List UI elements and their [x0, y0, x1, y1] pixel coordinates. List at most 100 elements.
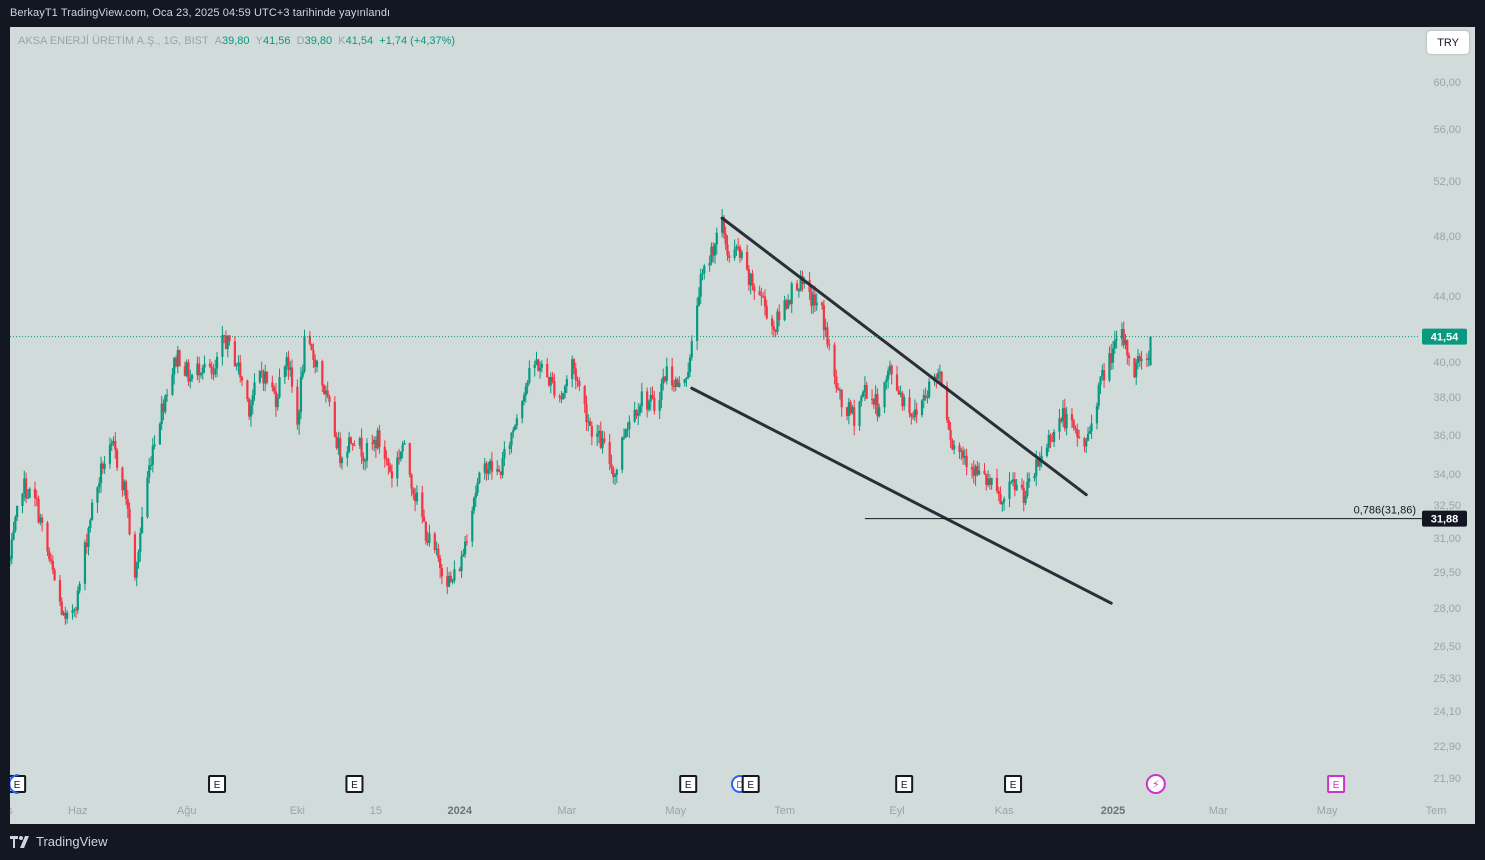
candle-body — [715, 232, 718, 245]
candle-body — [912, 416, 915, 418]
fib-price-tag[interactable]: 31,88 — [1422, 510, 1467, 527]
legend-open-value: 39,80 — [222, 35, 250, 47]
candle — [997, 486, 1000, 502]
candle — [697, 287, 701, 307]
candle — [399, 451, 402, 462]
candle — [713, 243, 717, 264]
candle-body — [221, 335, 224, 357]
candle — [1076, 423, 1079, 447]
candle-body — [278, 377, 281, 398]
tradingview-brand: TradingView — [36, 834, 108, 849]
candle-body — [760, 295, 763, 297]
upcoming-event-icon[interactable] — [1145, 774, 1166, 794]
candle-body — [910, 413, 913, 417]
earnings-icon[interactable] — [1004, 775, 1023, 793]
candle — [672, 379, 676, 393]
candle — [749, 272, 752, 295]
candle — [760, 287, 763, 306]
candle-body — [437, 548, 440, 559]
candle — [403, 439, 406, 445]
earnings-icon[interactable] — [741, 775, 760, 793]
candle — [976, 460, 979, 477]
candle-body — [1001, 501, 1004, 505]
earnings-icon[interactable] — [208, 775, 227, 793]
candle-body — [1040, 455, 1043, 462]
earnings-icon[interactable] — [679, 775, 698, 793]
candle — [114, 432, 117, 459]
candle-body — [249, 405, 253, 417]
candle-body — [135, 562, 138, 578]
earnings-icon[interactable] — [895, 775, 914, 793]
candle — [735, 244, 738, 256]
candle-body — [397, 457, 401, 460]
candle-body — [799, 275, 802, 291]
candle — [546, 358, 549, 378]
candle — [671, 357, 674, 391]
candle — [462, 548, 465, 557]
trendline[interactable] — [720, 216, 1088, 497]
candle-body — [874, 394, 877, 405]
candle — [198, 356, 201, 383]
candle — [1120, 322, 1124, 347]
candle — [301, 364, 304, 380]
last-price-tag[interactable]: 41,54 — [1422, 328, 1467, 345]
candle — [887, 367, 890, 389]
candle-body — [348, 437, 351, 453]
candle-body — [883, 382, 886, 408]
candle — [173, 357, 176, 385]
candle-body — [378, 430, 381, 447]
candle — [822, 299, 825, 340]
dividend-icon[interactable] — [10, 774, 19, 794]
candle-body — [274, 391, 278, 408]
chart-area[interactable]: 60,00 56,00 52,00 48,00 44,00 40,00 38,00 36,00… — [10, 27, 1475, 824]
candle — [362, 452, 365, 470]
candle — [840, 389, 843, 417]
candle-body — [1049, 435, 1052, 441]
candle-body — [426, 540, 429, 543]
candle-body — [936, 373, 940, 379]
candle-body — [49, 559, 53, 561]
candle — [1097, 382, 1100, 410]
candle — [285, 352, 288, 377]
upcoming-earnings-icon[interactable] — [1327, 775, 1346, 793]
candle-body — [1120, 328, 1124, 339]
candle-body — [951, 440, 954, 450]
candle-body — [1022, 487, 1025, 503]
candle-body — [790, 283, 793, 304]
earnings-icon[interactable] — [345, 775, 364, 793]
candle — [78, 581, 81, 594]
candle — [1085, 437, 1088, 454]
y-tick-label: 21,90 — [1433, 773, 1461, 785]
candle — [28, 487, 31, 499]
candle-body — [248, 399, 251, 417]
candle — [949, 422, 952, 448]
candle — [440, 564, 444, 585]
candle — [574, 362, 577, 390]
candle-body — [1108, 353, 1111, 381]
candle-body — [390, 471, 394, 479]
candle-body — [1113, 340, 1116, 349]
candle — [1028, 472, 1031, 488]
trendline[interactable] — [690, 386, 1113, 605]
candle — [988, 473, 991, 490]
candle-body — [85, 542, 88, 547]
candle-body — [870, 398, 874, 400]
price-chart[interactable]: 60,00 56,00 52,00 48,00 44,00 40,00 38,00 36,00… — [10, 27, 1475, 824]
candle — [535, 351, 538, 366]
currency-button[interactable]: TRY — [1427, 31, 1469, 54]
candle-body — [414, 494, 417, 502]
tradingview-logo[interactable]: TradingView — [10, 834, 108, 849]
candle — [1013, 472, 1016, 497]
candle-body — [608, 441, 611, 464]
candle-body — [1083, 438, 1086, 447]
earnings-icon-label: E — [214, 780, 221, 791]
candle-body — [1033, 475, 1036, 479]
candle-body — [1111, 348, 1115, 363]
candle-body — [913, 409, 916, 418]
candle-body — [41, 517, 44, 523]
candle — [947, 416, 950, 430]
candle-body — [449, 575, 452, 582]
candle-body — [237, 362, 240, 366]
candle-body — [158, 424, 162, 445]
candle-body — [39, 517, 42, 523]
